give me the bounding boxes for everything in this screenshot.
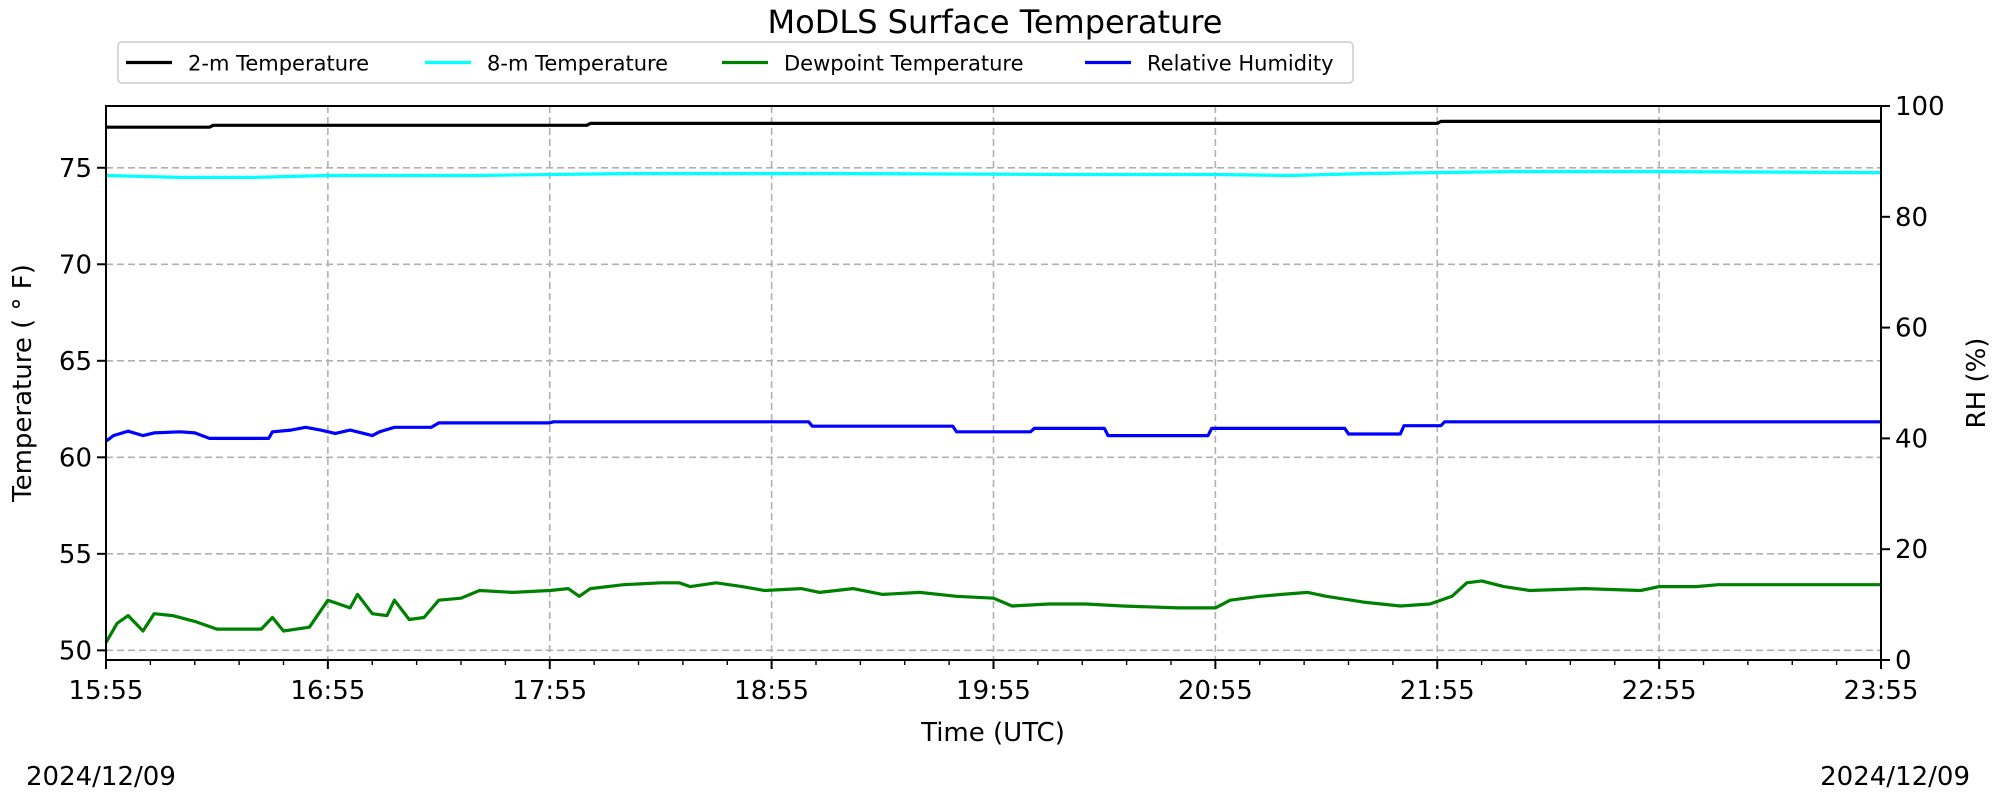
y2-tick-label: 0 (1895, 646, 1912, 676)
y2-tick-label: 40 (1895, 424, 1928, 454)
series-line-8-m-temperature (105, 170, 1882, 179)
gridlines (106, 106, 1881, 660)
legend-label: Relative Humidity (1147, 52, 1334, 76)
end-date-label: 2024/12/09 (1820, 762, 1970, 792)
y2-tick-label: 60 (1895, 314, 1928, 344)
y-tick-label: 65 (59, 347, 92, 377)
x-tick-label: 20:55 (1178, 676, 1253, 706)
legend[interactable]: 2-m Temperature 8-m Temperature Dewpoint T… (117, 41, 1354, 84)
x-tick-label: 23:55 (1844, 676, 1919, 706)
x-tick-label: 18:55 (734, 676, 809, 706)
y2-axis-label: RH (%) (1962, 338, 1992, 429)
series-line-2-m-temperature (106, 119, 1881, 129)
legend-label: 2-m Temperature (188, 52, 369, 76)
x-tick-label: 22:55 (1622, 676, 1697, 706)
x-tick-label: 15:55 (69, 676, 144, 706)
series-layer (104, 119, 1882, 644)
series-line-relative-humidity (105, 420, 1881, 443)
x-axis-label: Time (UTC) (920, 718, 1065, 748)
x-tick-label: 17:55 (512, 676, 587, 706)
legend-label: 8-m Temperature (487, 52, 668, 76)
x-tick-label: 16:55 (290, 676, 365, 706)
start-date-label: 2024/12/09 (26, 762, 176, 792)
x-tick-label: 19:55 (956, 676, 1031, 706)
y-tick-label: 70 (59, 250, 92, 280)
y-tick-label: 75 (59, 154, 92, 184)
axes-layer: 15:55 16:55 17:55 18:55 19:55 20:55 21:55 22:55… (59, 92, 1945, 706)
y-tick-label: 60 (59, 443, 92, 473)
y-axis-label: Temperature ( ° F) (8, 264, 38, 503)
x-tick-label: 21:55 (1400, 676, 1475, 706)
chart-title: MoDLS Surface Temperature (768, 3, 1223, 41)
series-line-dewpoint-temperature (104, 579, 1881, 644)
y2-tick-label: 100 (1895, 92, 1945, 122)
legend-label: Dewpoint Temperature (784, 52, 1024, 76)
y2-tick-label: 20 (1895, 535, 1928, 565)
y-tick-label: 55 (59, 540, 92, 570)
y2-tick-label: 80 (1895, 203, 1928, 233)
y-tick-label: 50 (59, 636, 92, 666)
